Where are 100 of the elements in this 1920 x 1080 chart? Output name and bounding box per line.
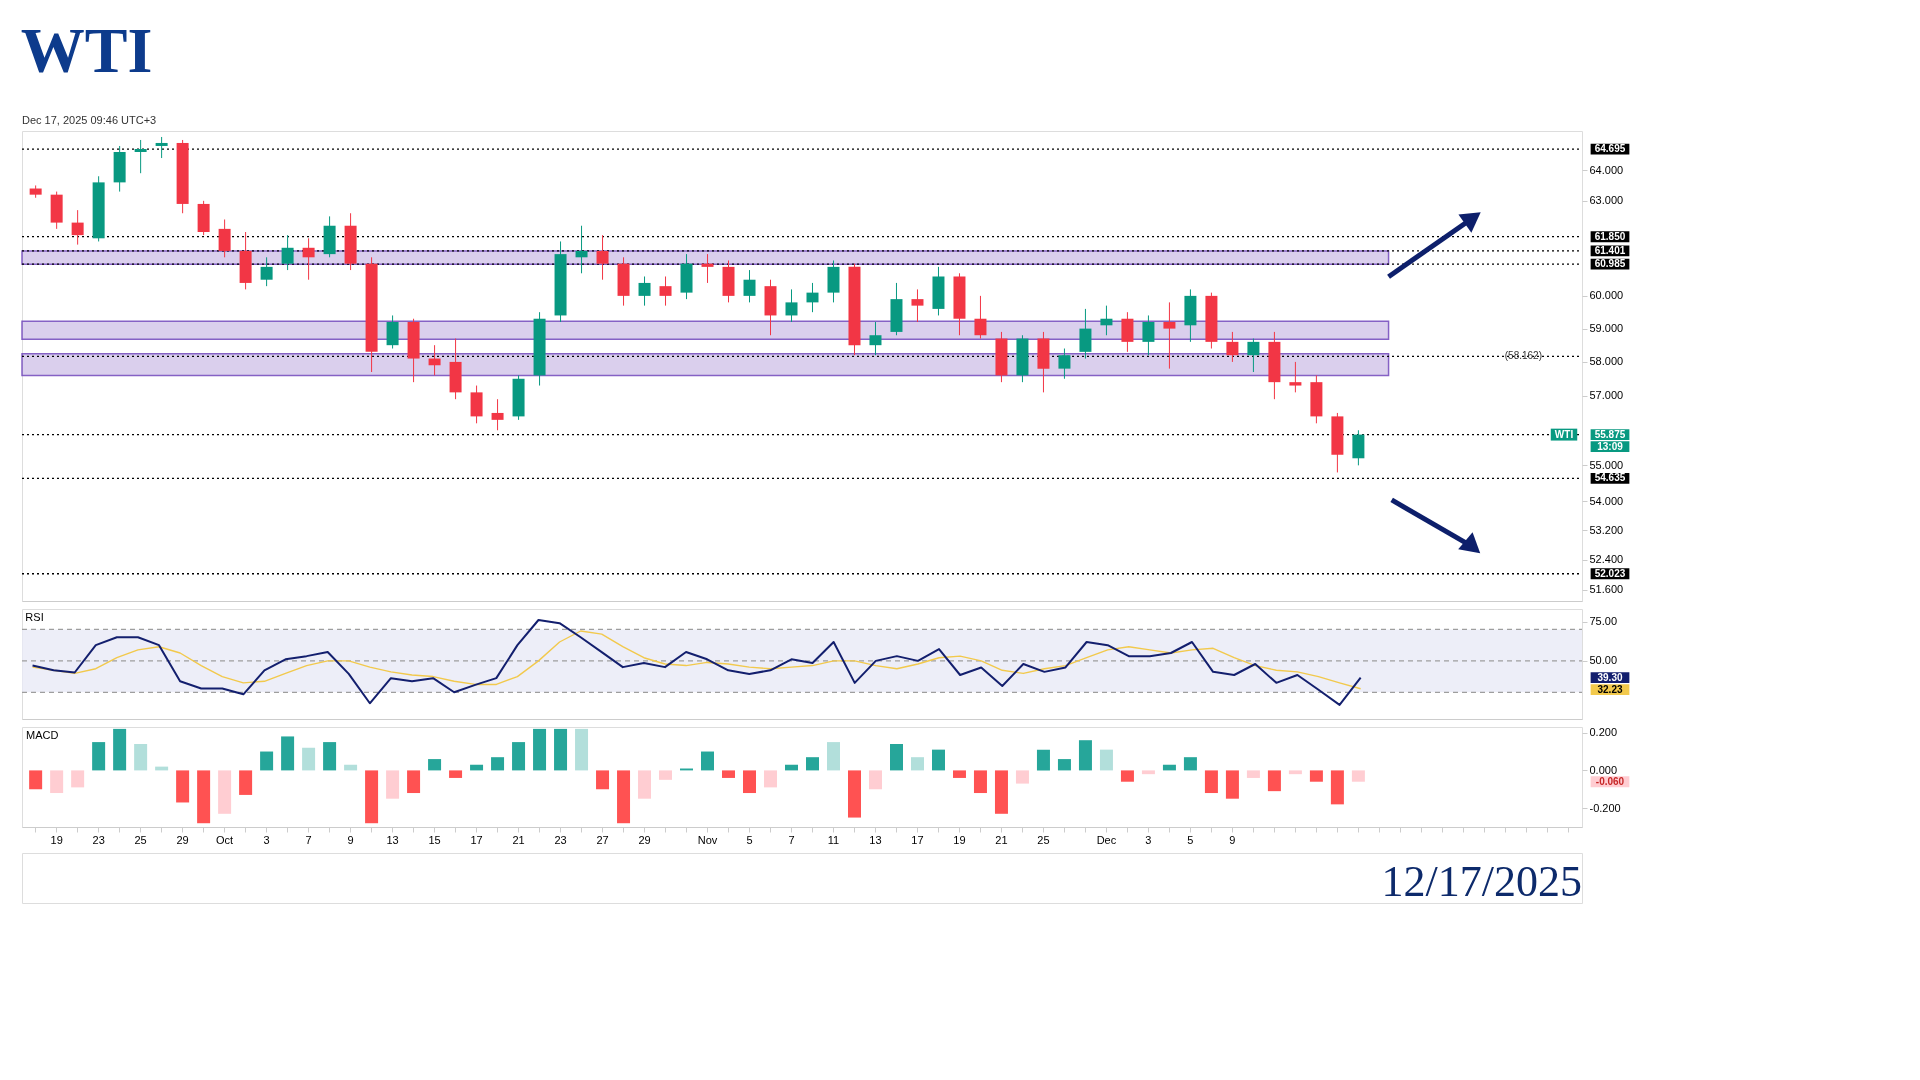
candlestick [911,288,924,323]
x-tick-label: 13 [869,833,882,846]
bar [29,770,43,790]
bar [1330,770,1344,805]
bar [1204,770,1218,794]
bar [1120,770,1134,782]
bar [260,751,274,771]
bar [197,770,211,824]
y-tick-label: 50.00 [1589,654,1618,667]
bar [533,728,547,771]
y-tick-label: 58.000 [1589,355,1624,368]
bar [575,728,589,771]
candlestick [743,269,756,303]
x-tick-label: 9 [347,833,354,846]
x-tick-label: 21 [512,833,525,846]
x-tick-label: 3 [263,833,270,846]
bar [1309,770,1323,782]
bar [1057,759,1071,771]
x-tick-label: 23 [554,833,567,846]
bar [1141,770,1155,775]
x-tick-label: 11 [827,833,840,846]
bar [1099,749,1113,771]
bar [218,770,232,814]
bar [868,770,882,790]
candlestick [260,256,273,287]
x-tick-label: 9 [1229,833,1236,846]
bar [176,770,190,803]
candlestick [1352,429,1365,466]
x-tick-label: 17 [470,833,483,846]
text: 12/17/2025 [1381,857,1582,906]
line-series [31,630,1362,690]
x-tick-label: 19 [953,833,966,846]
candlestick [785,288,798,323]
candlestick [1079,308,1092,360]
y-tick-label: 53.200 [1589,523,1624,536]
y-tick-label: 0.200 [1589,726,1618,739]
x-tick-label: 15 [428,833,441,846]
bar [323,742,337,771]
bar [386,770,400,799]
ref-line-label: 60.985 [1594,258,1626,270]
y-tick-label: 55.000 [1589,458,1624,471]
bar [1078,740,1092,771]
bar [764,770,778,788]
candlestick [134,139,147,174]
bar [71,770,85,788]
bar [994,770,1008,814]
x-tick-label: Nov [697,833,718,846]
chart-title: MACD [26,728,59,741]
annotation: WTI [1554,428,1574,440]
y-tick-label: 0.000 [1589,763,1618,776]
bar [365,770,379,824]
ref-line-label: 52.023 [1594,567,1626,579]
x-tick-label: 23 [92,833,105,846]
bar [973,770,987,794]
chart-title: WTI [20,14,153,86]
candlestick [1142,314,1155,356]
candlestick [1226,331,1239,363]
bar [50,770,64,794]
x-tick-label: 25 [134,833,147,846]
bar [1267,770,1281,792]
candlestick [1121,311,1134,353]
candlestick [302,237,315,281]
y-tick-label: 54.000 [1589,494,1624,507]
bar [1351,770,1365,782]
y-tick-label: 60.000 [1589,289,1624,302]
x-tick-label: 5 [1187,833,1194,846]
y-tick-label: 59.000 [1589,322,1624,335]
candlestick [71,209,84,246]
x-tick-label: 19 [50,833,63,846]
bar [134,743,148,771]
x-tick-label: Dec [1096,833,1117,846]
candlestick [218,218,231,258]
bar [638,770,652,799]
ref-line-label: 64.695 [1594,143,1626,155]
bar [428,759,442,771]
bar [1288,770,1302,775]
ref-line-label: (58.162) [1504,350,1542,362]
candlestick [155,136,168,159]
bar [302,747,316,771]
ref-line-label: 61.850 [1594,230,1626,242]
candlestick [281,234,294,271]
bar [491,757,505,771]
bar [113,728,127,771]
bar [952,770,966,778]
y-tick-label: 63.000 [1589,194,1624,207]
candlestick [1163,301,1176,370]
x-tick-label: 25 [1037,833,1050,846]
y-tick-label: 75.00 [1589,615,1618,628]
bar [722,770,736,778]
x-tick-label: 3 [1145,833,1152,846]
bar [931,749,945,771]
candlestick [575,225,588,274]
y-tick-label: 57.000 [1589,389,1624,402]
bar [910,757,924,771]
bar [617,770,631,824]
x-tick-label: 21 [995,833,1008,846]
text: Dec 17, 2025 09:46 UTC+3 [22,114,157,126]
x-tick-label: 29 [638,833,651,846]
candlestick [659,275,672,307]
bar [554,728,568,771]
